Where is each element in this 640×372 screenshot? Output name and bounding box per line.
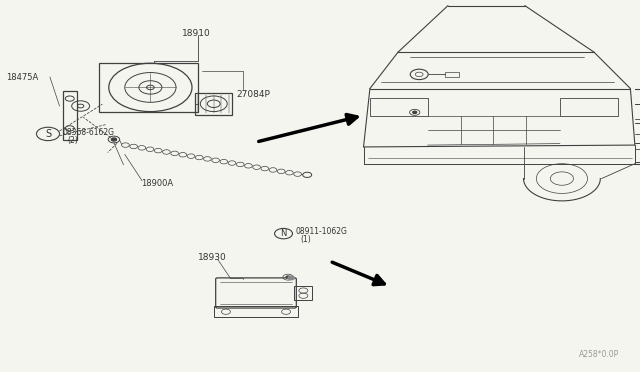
Text: (2): (2) — [67, 136, 78, 145]
Bar — [99, 63, 198, 112]
Bar — [63, 91, 77, 140]
Text: 08911-1062G: 08911-1062G — [295, 227, 347, 236]
Text: 18910: 18910 — [182, 29, 211, 38]
Circle shape — [288, 276, 294, 280]
Text: (1): (1) — [300, 235, 311, 244]
Circle shape — [111, 138, 116, 141]
Bar — [195, 93, 232, 115]
Text: A258*0.0P: A258*0.0P — [579, 350, 620, 359]
Bar — [294, 286, 312, 300]
Text: 08368-6162G: 08368-6162G — [63, 128, 115, 137]
Bar — [370, 98, 428, 116]
Text: 18475A: 18475A — [6, 73, 38, 81]
Text: N: N — [280, 229, 287, 238]
Text: 18900A: 18900A — [141, 179, 173, 187]
Bar — [560, 98, 618, 116]
Bar — [445, 72, 459, 77]
Text: 18930: 18930 — [198, 253, 227, 262]
Text: 27084P: 27084P — [237, 90, 271, 99]
Circle shape — [413, 111, 417, 113]
Text: S: S — [45, 129, 51, 139]
Circle shape — [286, 276, 290, 278]
Bar — [214, 306, 298, 317]
